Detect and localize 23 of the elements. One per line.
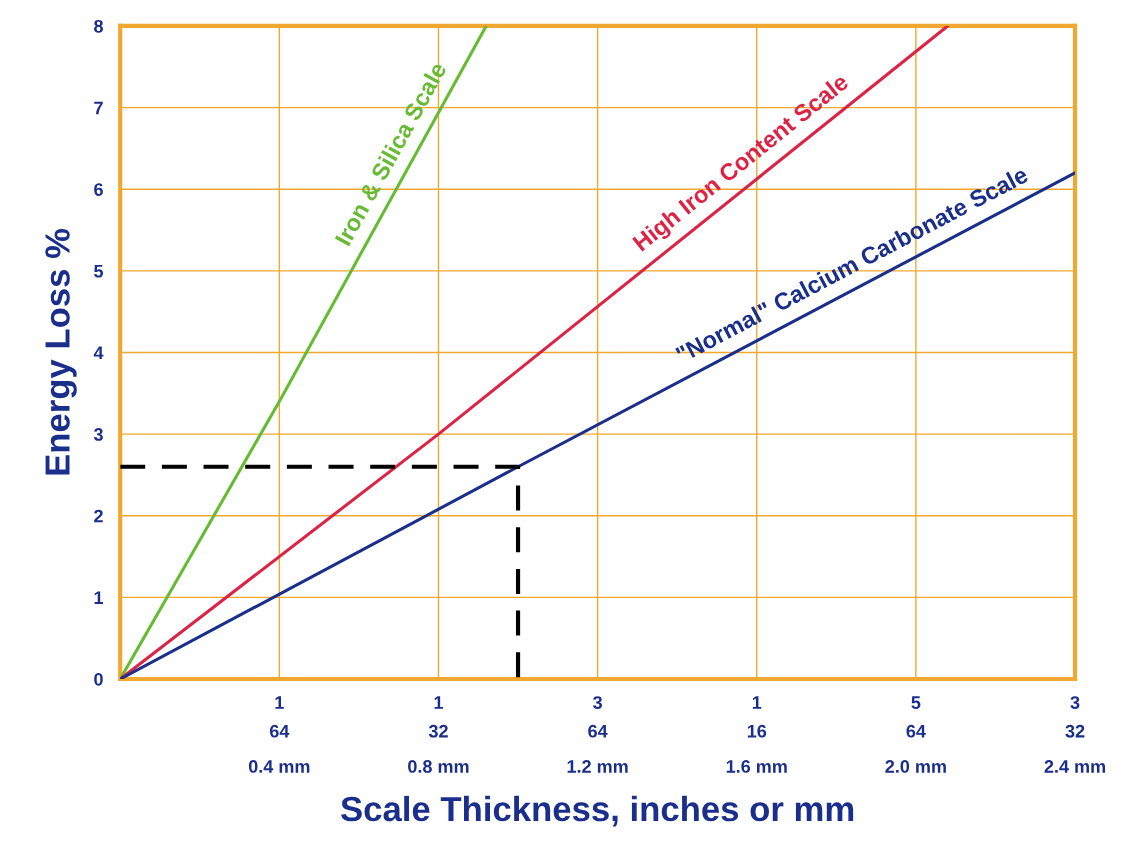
- text: 1 64: [269, 696, 290, 738]
- y-tick-label: 2: [94, 509, 103, 523]
- y-tick-label: 5: [94, 264, 104, 278]
- y-tick-label: 0: [94, 672, 103, 686]
- x-tick-label: 0.8 mm: [408, 760, 469, 773]
- x-tick-label: 1.6 mm: [726, 760, 787, 773]
- y-tick-label: 3: [93, 428, 103, 441]
- text: 3 32: [1065, 696, 1085, 738]
- text: 3 64: [588, 696, 608, 738]
- text: 1 16: [747, 696, 767, 738]
- y-tick-label: 8: [94, 19, 103, 33]
- y-tick-label: 7: [94, 101, 103, 115]
- x-axis-title: Scale Thickness, inches or mm: [341, 795, 854, 827]
- x-tick-label: 1.2 mm: [567, 760, 628, 773]
- x-tick-label: 2.4 mm: [1044, 760, 1106, 773]
- y-tick-label: 6: [94, 183, 103, 196]
- y-tick-label: 4: [93, 346, 104, 360]
- y-tick-label: 1: [94, 591, 104, 604]
- text: 5 64: [906, 696, 926, 738]
- x-tick-label: 0.4 mm: [248, 760, 310, 773]
- x-tick-label: 2.0 mm: [885, 760, 946, 773]
- text: 1 32: [428, 696, 448, 738]
- y-axis-title: Energy Loss %: [45, 228, 77, 475]
